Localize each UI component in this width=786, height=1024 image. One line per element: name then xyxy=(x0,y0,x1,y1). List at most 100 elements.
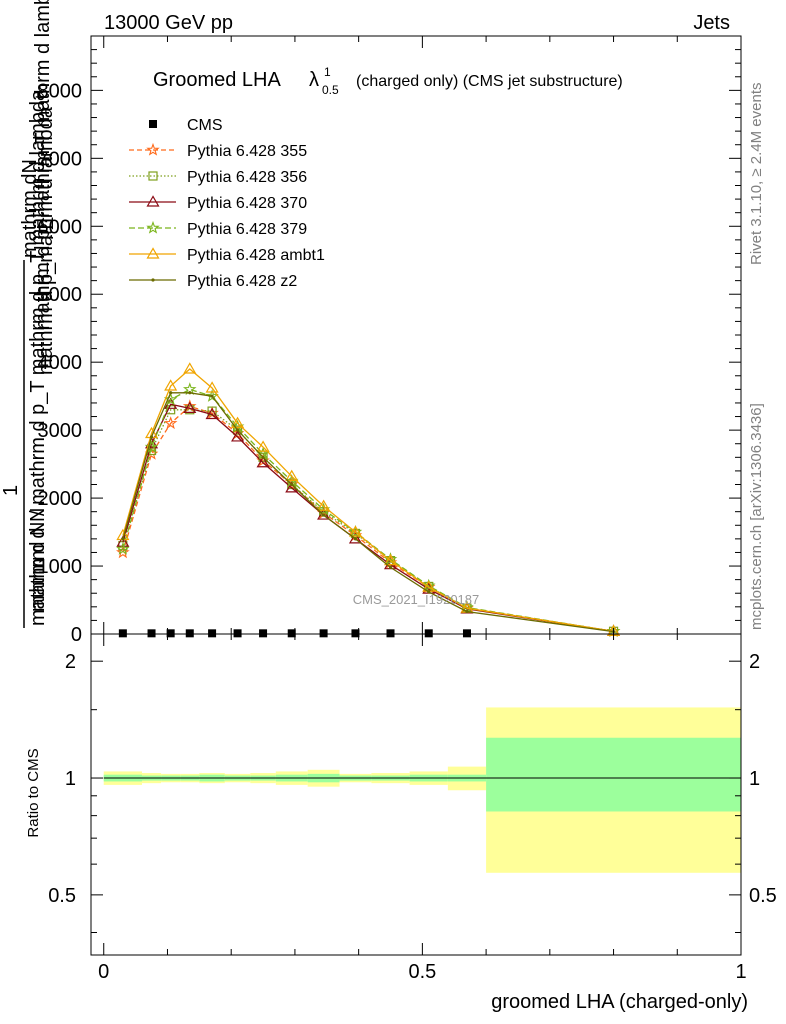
data-point xyxy=(290,482,294,487)
data-point xyxy=(348,525,363,538)
y-tick-label: 4000 xyxy=(38,352,83,374)
data-point xyxy=(169,391,173,395)
x-axis-label: groomed LHA (charged-only) xyxy=(491,991,748,1013)
y-tick-label: 3000 xyxy=(38,420,83,442)
chart-title-symbol: λ xyxy=(309,69,319,91)
main-ylabel: mathrm dN mathrm d p_mathrm d lambda 1 m… xyxy=(0,0,57,628)
ratio-ylabel: Ratio to CMS xyxy=(25,748,42,837)
data-point xyxy=(424,629,433,638)
data-point xyxy=(210,394,214,398)
legend-entry: Pythia 6.428 z2 xyxy=(129,273,297,290)
legend-entry: Pythia 6.428 355 xyxy=(129,142,307,160)
data-point xyxy=(462,629,471,638)
data-point xyxy=(183,362,197,374)
ratio-y-tick-label-right: 1 xyxy=(749,768,760,790)
ratio-frame xyxy=(90,633,742,956)
mcplots-label: mcplots.cern.ch [arXiv:1306.3436] xyxy=(748,403,765,630)
data-point xyxy=(233,629,242,638)
data-point xyxy=(348,525,363,537)
data-point xyxy=(351,629,360,638)
x-tick-label: 1 xyxy=(735,961,746,983)
data-point xyxy=(353,537,358,541)
ylabel-denominator: mathrm d p_mathrm d lambda xyxy=(35,106,57,375)
y-tick-label: 1000 xyxy=(38,556,83,578)
data-point xyxy=(149,435,154,439)
chart-title-suffix: (charged only) (CMS jet substructure) xyxy=(356,73,623,90)
data-point xyxy=(259,629,268,638)
ratio-y-tick-label: 0.5 xyxy=(48,885,76,907)
header-right: Jets xyxy=(693,12,730,34)
legend-entry: Pythia 6.428 370 xyxy=(129,195,307,212)
y-tick-label: 8000 xyxy=(38,80,83,102)
data-point xyxy=(465,609,469,614)
y-tick-label: 2000 xyxy=(38,488,83,510)
stat-uncertainty-band xyxy=(486,737,741,812)
ylabel-numerator: mathrm dN xyxy=(19,159,41,258)
y-tick-label: 7000 xyxy=(38,148,83,170)
legend-label: Pythia 6.428 370 xyxy=(187,195,307,212)
data-point xyxy=(383,553,398,566)
data-point xyxy=(183,401,197,413)
data-point xyxy=(205,407,219,420)
data-point xyxy=(147,629,156,638)
legend-marker xyxy=(146,142,160,156)
data-point xyxy=(231,430,245,442)
data-point xyxy=(164,379,178,391)
ylabel-overlay-2: mathrm d N / mathrm d p_T mathrm d p_T m… xyxy=(27,89,49,626)
y-tick-label: 6000 xyxy=(38,216,83,238)
series-5 xyxy=(116,362,621,636)
data-point xyxy=(118,629,127,638)
y-tick-label: 5000 xyxy=(38,284,83,306)
legend-entry: CMS xyxy=(149,117,223,134)
main-axes: 0 1000 2000 3000 4000 5000 6000 7000 8000 xyxy=(38,35,742,646)
legend-marker xyxy=(146,247,160,259)
data-point xyxy=(321,513,326,517)
chart-title-sup: 1 xyxy=(324,65,331,79)
chart-title-text: Groomed LHA xyxy=(153,69,281,91)
data-point xyxy=(116,535,130,547)
legend-marker xyxy=(151,278,155,282)
data-point xyxy=(287,629,296,638)
ratio-y-tick-label: 2 xyxy=(65,651,76,673)
legend-label: Pythia 6.428 z2 xyxy=(187,273,297,290)
legend-marker xyxy=(146,195,160,207)
data-point xyxy=(116,542,130,555)
data-point xyxy=(256,440,270,452)
ratio-y-tick-label: 1 xyxy=(65,768,76,790)
legend-label: CMS xyxy=(187,117,223,134)
ratio-y-tick-label-right: 0.5 xyxy=(749,885,777,907)
data-point xyxy=(231,416,245,428)
legend-entry: Pythia 6.428 379 xyxy=(129,220,307,238)
legend-entry: Pythia 6.428 ambt1 xyxy=(129,247,325,264)
x-tick-label: 0 xyxy=(98,961,109,983)
legend-label: Pythia 6.428 356 xyxy=(187,169,307,186)
data-point xyxy=(386,629,395,638)
header-left: 13000 GeV pp xyxy=(104,12,233,34)
y-tick-label: 0 xyxy=(71,624,82,646)
series-line-2 xyxy=(122,409,614,632)
legend-label: Pythia 6.428 355 xyxy=(187,143,307,160)
data-point xyxy=(166,629,175,638)
data-point xyxy=(317,499,331,511)
data-point xyxy=(163,416,178,430)
data-point xyxy=(319,629,328,638)
data-point xyxy=(208,629,217,638)
rivet-label: Rivet 3.1.10, ≥ 2.4M events xyxy=(748,83,765,266)
ratio-y-tick-label-right: 2 xyxy=(749,651,760,673)
legend-label: Pythia 6.428 ambt1 xyxy=(187,247,325,264)
series-0 xyxy=(118,629,471,638)
data-point xyxy=(235,428,240,432)
ylabel-prefix: 1 xyxy=(0,485,22,496)
legend-marker xyxy=(146,220,160,234)
ylabel-prefix-den: mathrm d N xyxy=(27,508,49,612)
ylabel-overlay-1: mathrm d p_mathrm T mathrm d lambda xyxy=(32,0,54,330)
watermark: CMS_2021_I1920187 xyxy=(353,592,480,607)
data-point xyxy=(348,532,363,544)
data-point xyxy=(121,537,125,541)
data-point xyxy=(185,629,194,638)
data-point xyxy=(285,469,299,481)
series-line-4 xyxy=(122,388,614,632)
data-point xyxy=(116,545,130,559)
data-point xyxy=(188,391,192,395)
